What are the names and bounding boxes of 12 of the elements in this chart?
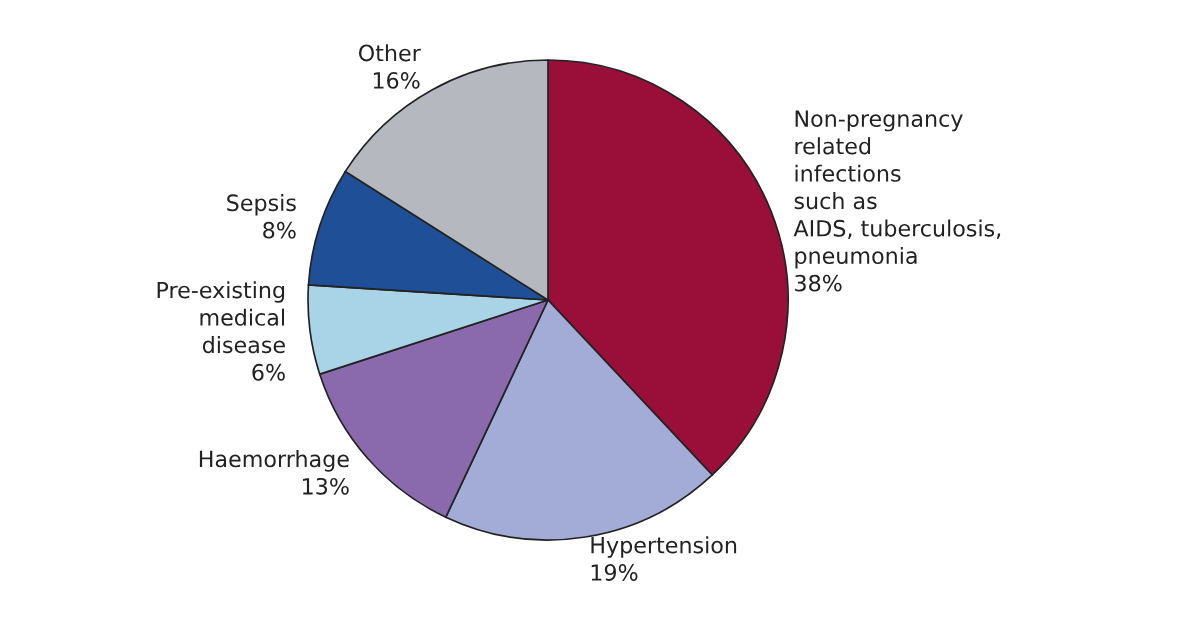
slice-label: Pre-existing medical disease xyxy=(157,281,285,354)
data-label: 19% xyxy=(591,564,638,581)
slice-label: Haemorrhage xyxy=(199,450,349,472)
slice-label: Sepsis xyxy=(227,193,296,216)
data-label: 16% xyxy=(373,72,420,89)
data-label: 13% xyxy=(303,477,349,495)
data-label: 38% xyxy=(795,274,842,292)
slice-label: Other xyxy=(358,44,421,62)
data-label: 6% xyxy=(252,363,285,381)
slice-label: Hypertension xyxy=(591,536,737,558)
slice-label: Non-pregnancy related infections such as AIDS, tuberculosis, pneumonia xyxy=(793,110,1001,269)
data-label: 8% xyxy=(263,221,296,239)
